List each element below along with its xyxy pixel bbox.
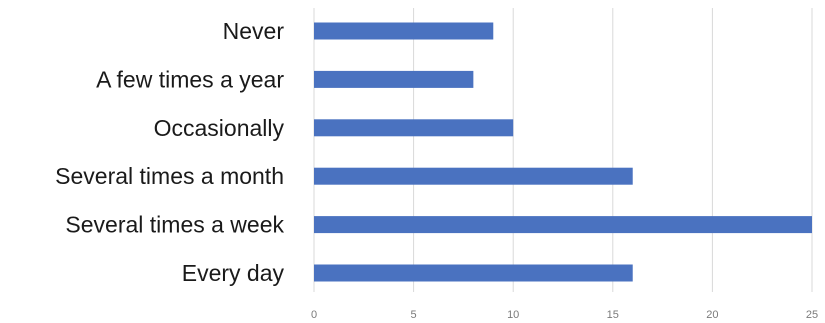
- x-axis-tick-labels: 0 5 10 15 20 25: [311, 309, 818, 321]
- x-tick-label: 5: [411, 309, 417, 321]
- bar: [314, 264, 633, 282]
- bars: [314, 22, 812, 282]
- bar: [314, 216, 812, 234]
- x-tick-label: 20: [706, 309, 718, 321]
- x-tick-label: 15: [607, 309, 619, 321]
- category-label: A few times a year: [96, 66, 284, 92]
- bar: [314, 167, 633, 185]
- category-labels: Never A few times a year Occasionally Sever…: [55, 18, 284, 286]
- bar: [314, 22, 494, 40]
- bar: [314, 70, 474, 88]
- bar: [314, 119, 514, 137]
- x-tick-label: 10: [507, 309, 519, 321]
- category-label: Every day: [182, 260, 285, 286]
- gridlines: [313, 8, 813, 292]
- category-label: Several times a month: [55, 163, 284, 189]
- x-tick-label: 0: [311, 309, 317, 321]
- category-label: Several times a week: [65, 212, 284, 238]
- x-tick-label: 25: [806, 309, 818, 321]
- category-label: Never: [223, 18, 285, 44]
- category-label: Occasionally: [154, 115, 285, 141]
